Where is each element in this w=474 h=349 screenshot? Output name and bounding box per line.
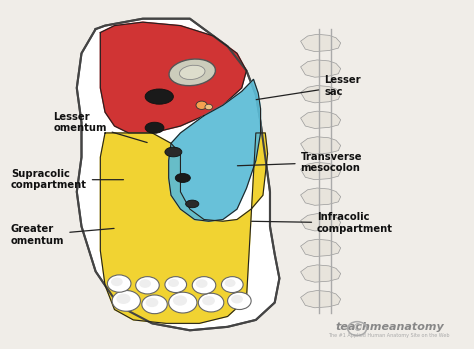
Polygon shape	[301, 265, 341, 282]
Ellipse shape	[145, 122, 164, 133]
Circle shape	[196, 101, 207, 109]
Circle shape	[136, 277, 159, 294]
Text: Lesser
omentum: Lesser omentum	[53, 112, 147, 142]
Text: Lesser
sac: Lesser sac	[256, 75, 361, 99]
Text: teachmeanatomy: teachmeanatomy	[336, 322, 444, 332]
Circle shape	[221, 277, 243, 292]
Polygon shape	[100, 22, 246, 133]
Polygon shape	[301, 290, 341, 308]
Polygon shape	[301, 111, 341, 128]
Circle shape	[225, 279, 236, 287]
Text: Infracolic
compartment: Infracolic compartment	[252, 212, 393, 234]
Text: ©: ©	[352, 324, 362, 334]
Circle shape	[108, 275, 131, 292]
Circle shape	[202, 296, 215, 305]
Circle shape	[198, 293, 224, 312]
Text: Greater
omentum: Greater omentum	[11, 224, 114, 246]
Circle shape	[168, 279, 179, 287]
Polygon shape	[100, 133, 268, 324]
Circle shape	[231, 295, 243, 304]
Text: The #1 Applied Human Anatomy Site on the Web: The #1 Applied Human Anatomy Site on the…	[328, 333, 449, 338]
Circle shape	[117, 294, 130, 304]
Circle shape	[192, 277, 216, 294]
Polygon shape	[301, 239, 341, 257]
Polygon shape	[301, 137, 341, 154]
Circle shape	[196, 279, 208, 288]
Ellipse shape	[169, 59, 216, 86]
Polygon shape	[301, 214, 341, 231]
Polygon shape	[301, 162, 341, 180]
Circle shape	[112, 290, 140, 311]
Ellipse shape	[180, 65, 205, 80]
Polygon shape	[301, 60, 341, 77]
Ellipse shape	[145, 89, 173, 104]
Circle shape	[146, 298, 158, 307]
Polygon shape	[301, 34, 341, 52]
Polygon shape	[301, 86, 341, 103]
Circle shape	[111, 277, 123, 286]
Circle shape	[165, 277, 187, 292]
Circle shape	[142, 295, 167, 314]
Polygon shape	[77, 19, 279, 330]
Polygon shape	[169, 79, 261, 221]
Circle shape	[173, 295, 187, 306]
Circle shape	[228, 292, 251, 310]
Ellipse shape	[165, 147, 182, 157]
Text: Supracolic
compartment: Supracolic compartment	[11, 169, 124, 191]
Circle shape	[169, 292, 197, 313]
Circle shape	[205, 104, 212, 110]
Polygon shape	[301, 188, 341, 205]
Text: Transverse
mesocolon: Transverse mesocolon	[237, 151, 362, 173]
Circle shape	[139, 279, 151, 288]
Ellipse shape	[186, 200, 199, 208]
Ellipse shape	[175, 173, 191, 183]
